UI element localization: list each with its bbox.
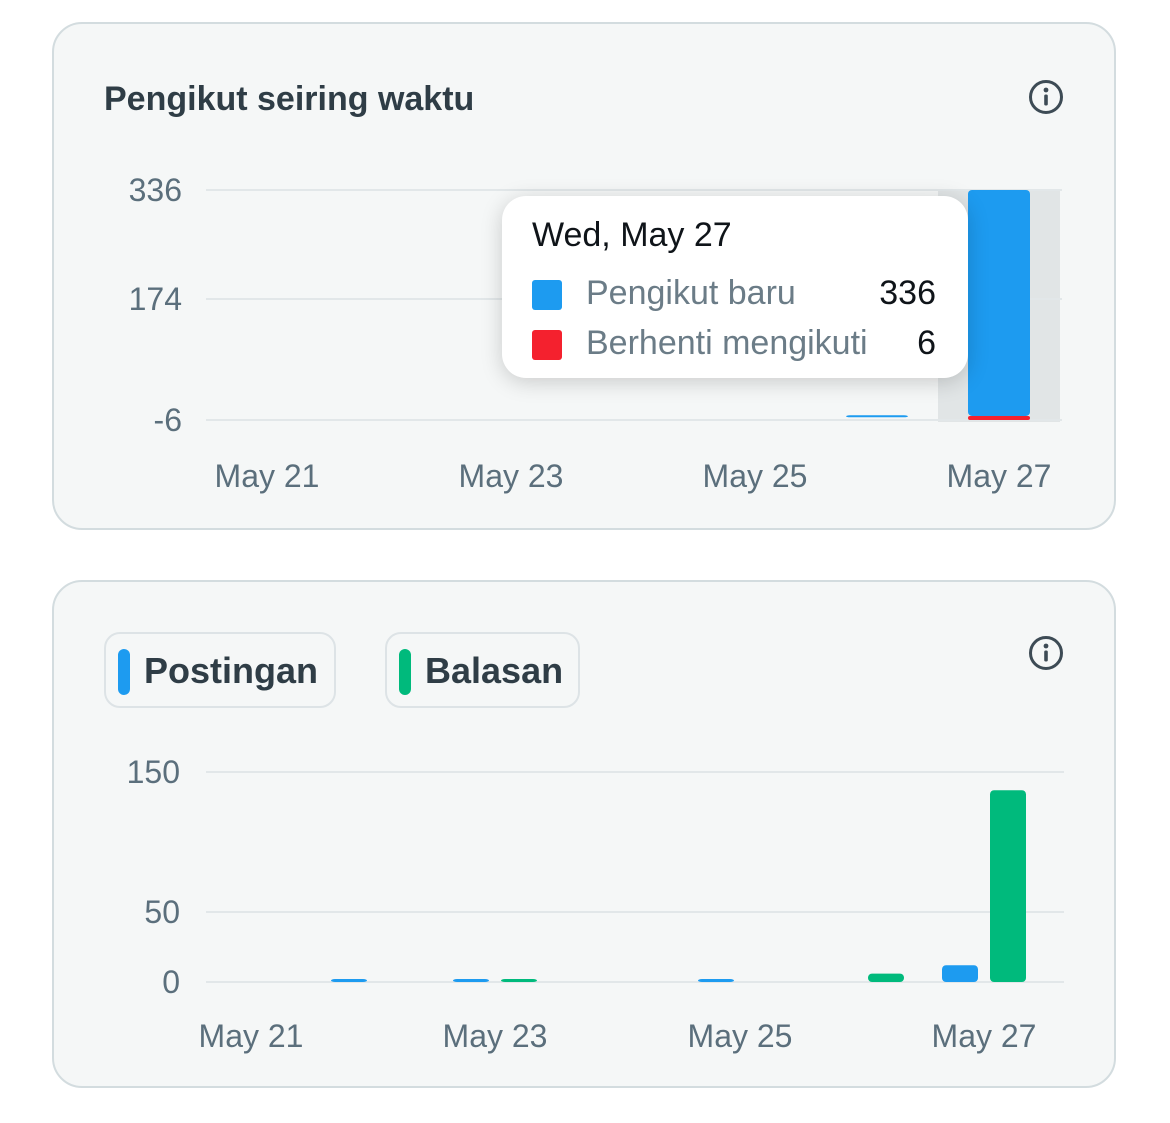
tooltip-label: Pengikut baru: [586, 274, 796, 312]
y-tick-label: 0: [162, 964, 180, 1000]
bar-unfollows: [968, 415, 1030, 420]
bar-posts: [698, 979, 734, 982]
tooltip-label: Berhenti mengikuti: [586, 324, 868, 362]
card-title: Pengikut seiring waktu: [104, 80, 475, 118]
y-tick-label: 174: [129, 281, 182, 317]
bar-posts: [942, 965, 978, 982]
bar-replies: [990, 790, 1026, 982]
bar-posts: [453, 979, 489, 982]
tooltip-row-new-followers: Pengikut baru 336: [532, 274, 936, 314]
tooltip-row-unfollows: Berhenti mengikuti 6: [532, 324, 936, 364]
followers-chart-card: Pengikut seiring waktu 336 174 -6 May 21 May…: [52, 22, 1116, 530]
tooltip-date: Wed, May 27: [532, 216, 732, 254]
bar-replies: [501, 979, 537, 982]
x-tick-label: May 23: [459, 458, 564, 494]
legend-label: Postingan: [144, 650, 319, 691]
x-tick-label: May 23: [443, 1018, 548, 1054]
bar-posts: [331, 979, 367, 982]
x-tick-label: May 25: [688, 1018, 793, 1054]
followers-bar-chart: 336 174 -6 May 21 May 23 May 25 May 27: [129, 172, 1062, 494]
y-tick-label: 336: [129, 172, 182, 208]
x-tick-label: May 25: [703, 458, 808, 494]
bar-new-followers: [968, 190, 1030, 416]
chart-tooltip: Wed, May 27 Pengikut baru 336 Berhenti m…: [502, 196, 968, 378]
y-tick-label: 150: [127, 754, 180, 790]
legend-label: Balasan: [425, 650, 564, 691]
tooltip-value: 336: [879, 274, 936, 312]
legend-chip-replies[interactable]: Balasan: [385, 632, 580, 708]
x-tick-label: May 27: [947, 458, 1052, 494]
tooltip-swatch-blue: [532, 280, 562, 310]
bar-replies: [868, 973, 904, 982]
y-tick-label: 50: [144, 894, 180, 930]
info-circle-icon[interactable]: [1028, 635, 1064, 671]
info-circle-icon[interactable]: [1028, 79, 1064, 115]
tooltip-value: 6: [917, 324, 936, 362]
x-tick-label: May 21: [199, 1018, 304, 1054]
posts-bar-chart: 150 50 0 May 21 May 23 May 25 May 27: [127, 754, 1064, 1054]
x-tick-label: May 21: [215, 458, 320, 494]
legend-marker-green: [399, 649, 411, 695]
y-tick-label: -6: [154, 402, 182, 438]
posts-chart-card: Postingan Balasan 150 50 0 May 21 May 23 May …: [52, 580, 1116, 1088]
tooltip-swatch-red: [532, 330, 562, 360]
legend-marker-blue: [118, 649, 130, 695]
bar-new-followers: [846, 415, 908, 418]
legend-chip-posts[interactable]: Postingan: [104, 632, 336, 708]
x-tick-label: May 27: [932, 1018, 1037, 1054]
